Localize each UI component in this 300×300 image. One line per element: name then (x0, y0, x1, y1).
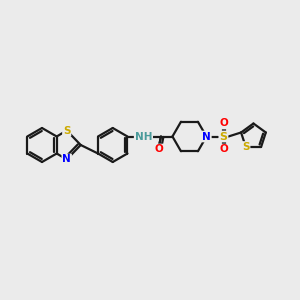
Text: NH: NH (135, 131, 152, 142)
Text: O: O (219, 118, 228, 128)
Text: O: O (219, 145, 228, 154)
Text: N: N (202, 131, 211, 142)
Text: O: O (154, 145, 163, 154)
Text: N: N (62, 154, 71, 164)
Text: S: S (219, 131, 227, 142)
Text: S: S (242, 142, 250, 152)
Text: S: S (63, 125, 70, 136)
